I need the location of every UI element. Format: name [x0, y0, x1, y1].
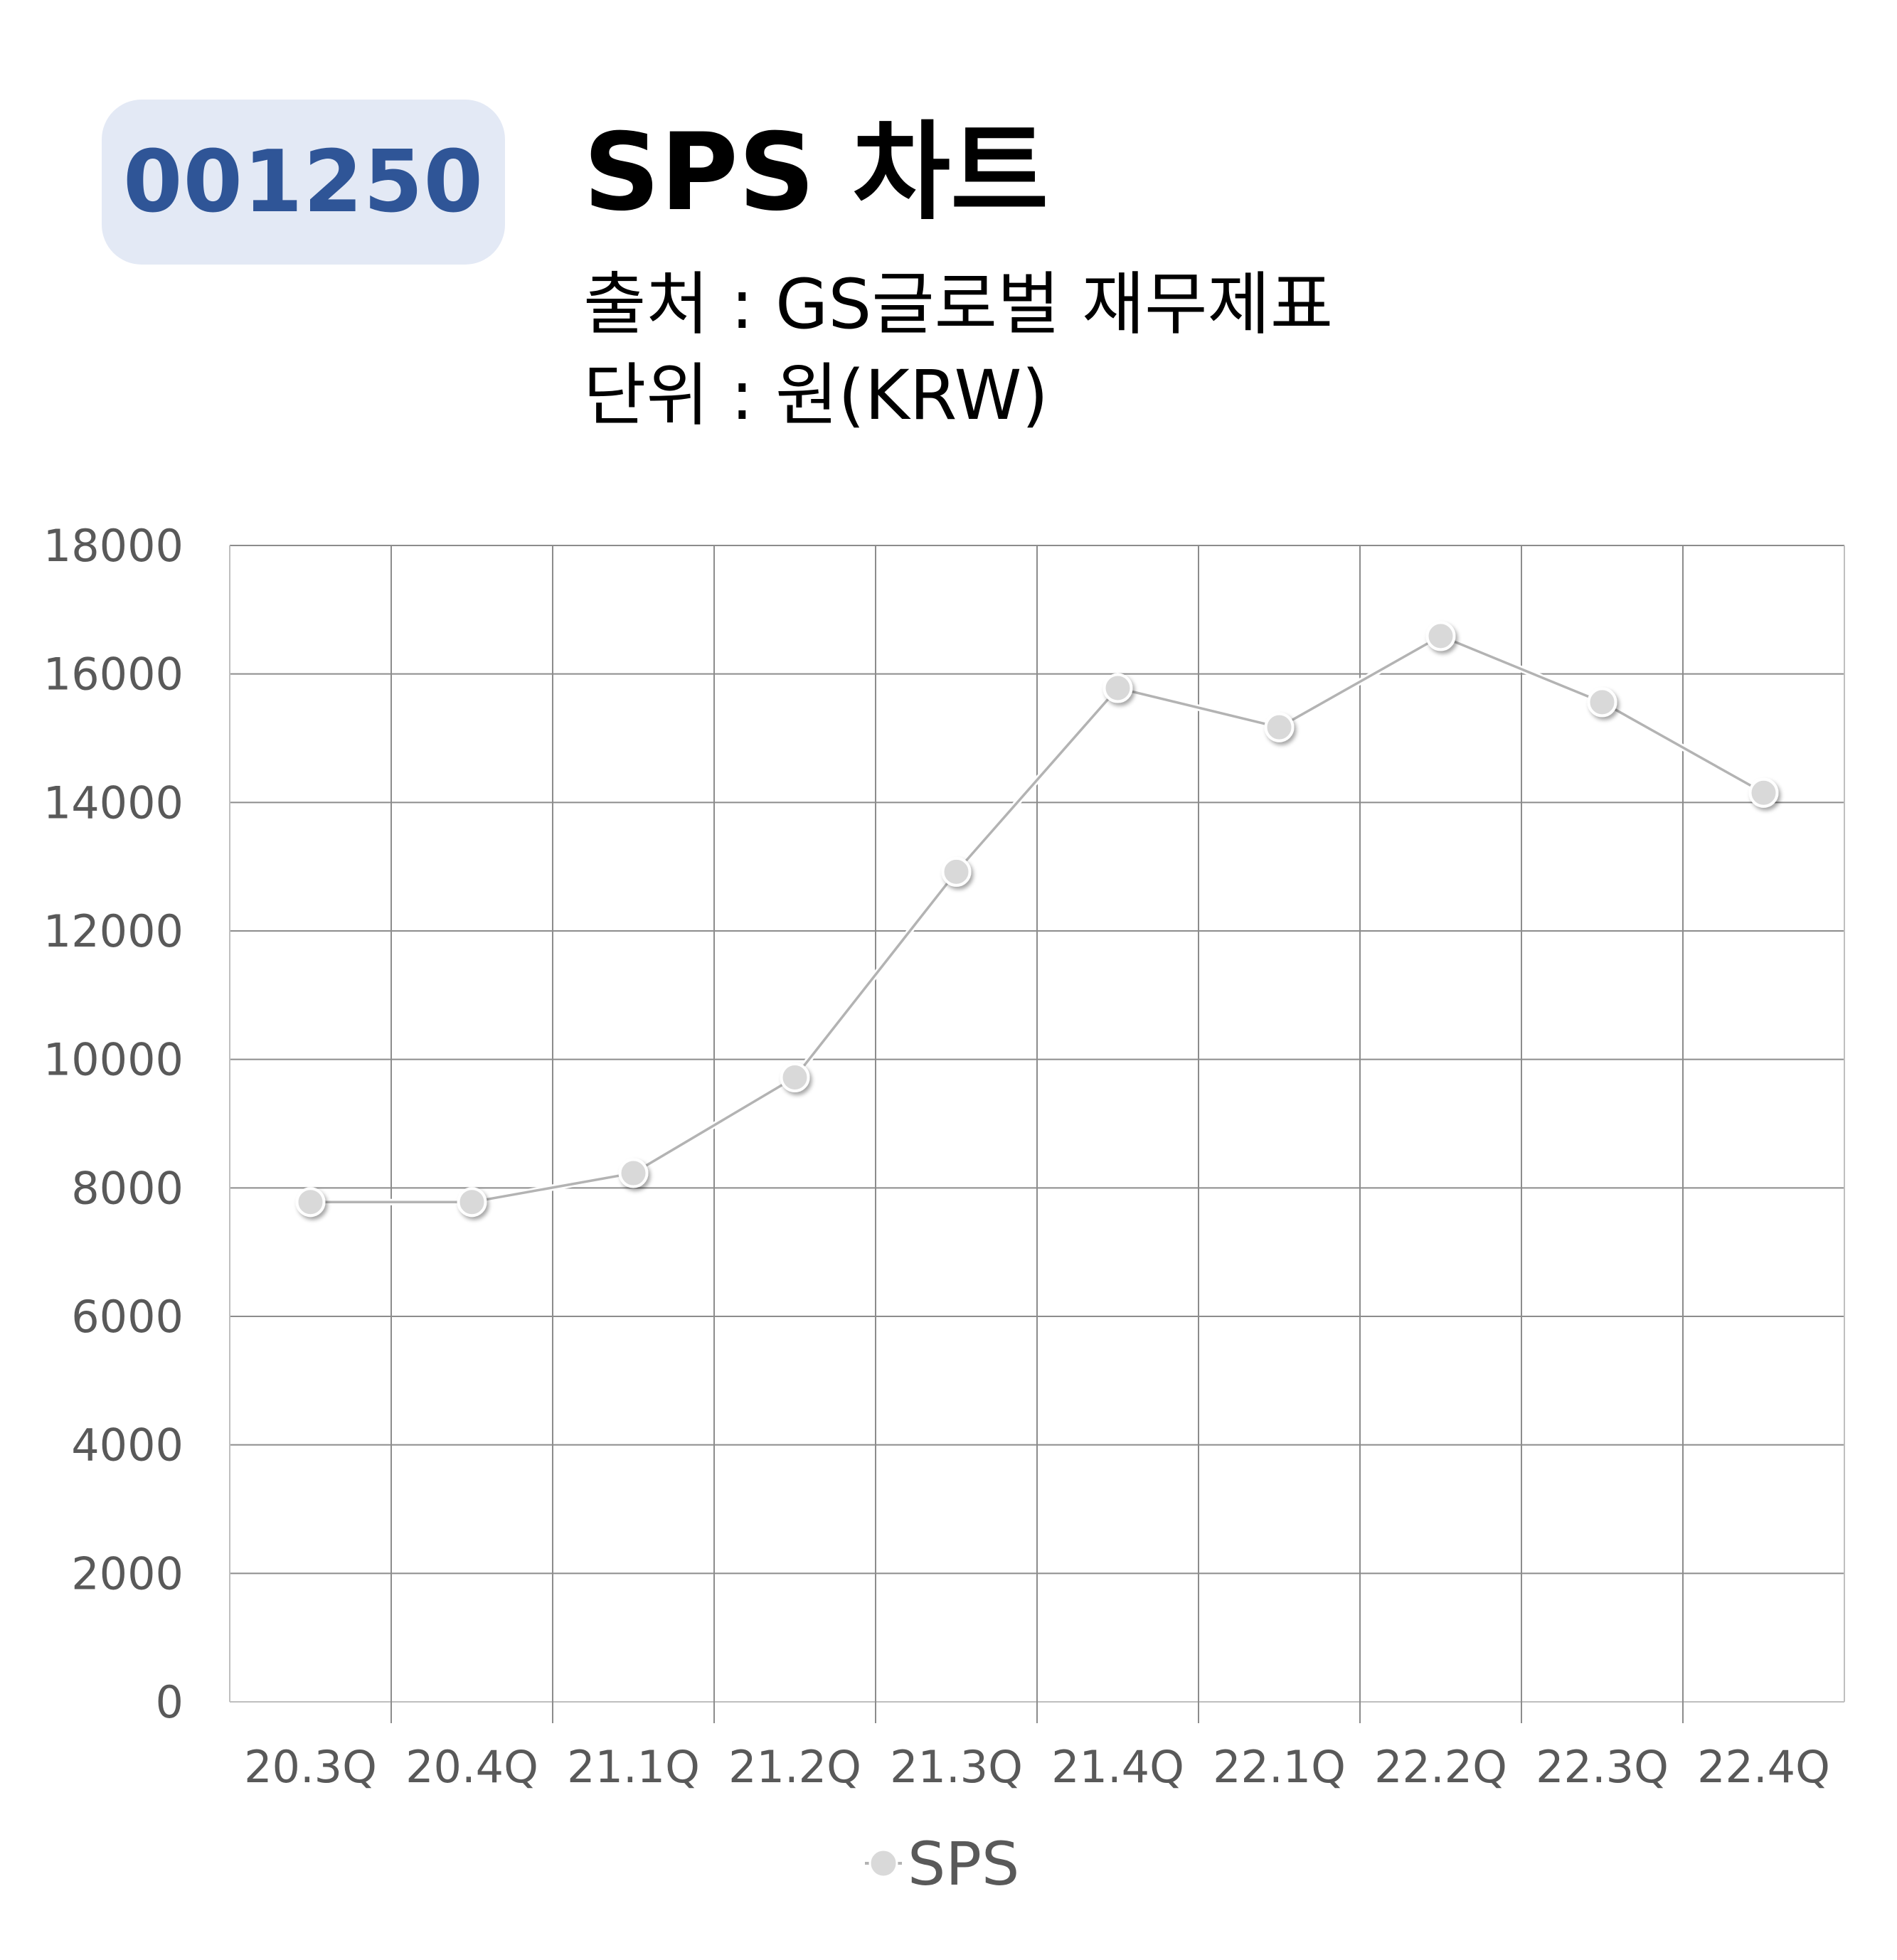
data-point: [1102, 673, 1133, 703]
source-label: 출처 : GS글로벌 재무제표: [583, 265, 1334, 344]
legend: SPS: [865, 1829, 1019, 1899]
data-point: [1587, 687, 1617, 718]
y-axis-ticks: 0 2000 4000 6000 8000 10000 12000 14000 16000 180…: [43, 520, 184, 1728]
y-tick-label: 10000: [43, 1034, 184, 1086]
chart-title: SPS 차트: [583, 111, 1049, 235]
data-point: [1425, 621, 1456, 651]
x-tick-label: 21.2Q: [728, 1741, 861, 1793]
x-tick-label: 20.3Q: [244, 1741, 377, 1793]
legend-label: SPS: [908, 1829, 1019, 1899]
x-tick-label: 22.2Q: [1374, 1741, 1507, 1793]
y-tick-label: 12000: [43, 905, 184, 957]
data-point: [780, 1062, 810, 1092]
data-point: [1748, 777, 1779, 808]
x-tick-label: 21.3Q: [890, 1741, 1023, 1793]
legend-marker: [868, 1848, 898, 1878]
series-sps: [295, 621, 1779, 1218]
ticker-badge: 001250: [102, 100, 505, 265]
unit-label: 단위 : 원(KRW): [583, 356, 1048, 435]
data-point: [295, 1187, 326, 1218]
y-tick-label: 16000: [43, 649, 184, 701]
y-tick-label: 2000: [71, 1548, 184, 1599]
data-point: [1264, 712, 1295, 742]
x-tick-label: 21.1Q: [567, 1741, 700, 1793]
x-tick-label: 21.4Q: [1051, 1741, 1184, 1793]
y-tick-label: 6000: [71, 1291, 184, 1343]
y-tick-label: 14000: [43, 777, 184, 829]
series-line: [310, 634, 1765, 1203]
x-tick-label: 22.3Q: [1536, 1741, 1669, 1793]
grid: [229, 545, 1845, 1723]
y-tick-label: 8000: [71, 1162, 184, 1214]
x-tick-label: 20.4Q: [405, 1741, 538, 1793]
data-point: [457, 1187, 487, 1218]
x-tick-label: 22.1Q: [1213, 1741, 1346, 1793]
data-point: [618, 1158, 649, 1188]
x-axis-ticks: 20.3Q 20.4Q 21.1Q 21.2Q 21.3Q 21.4Q 22.1Q 22.2Q…: [244, 1741, 1830, 1793]
y-tick-label: 4000: [71, 1420, 184, 1471]
y-tick-label: 18000: [43, 520, 184, 572]
y-tick-label: 0: [156, 1676, 184, 1728]
ticker-code: 001250: [123, 132, 484, 232]
data-point: [941, 856, 972, 887]
x-tick-label: 22.4Q: [1697, 1741, 1830, 1793]
